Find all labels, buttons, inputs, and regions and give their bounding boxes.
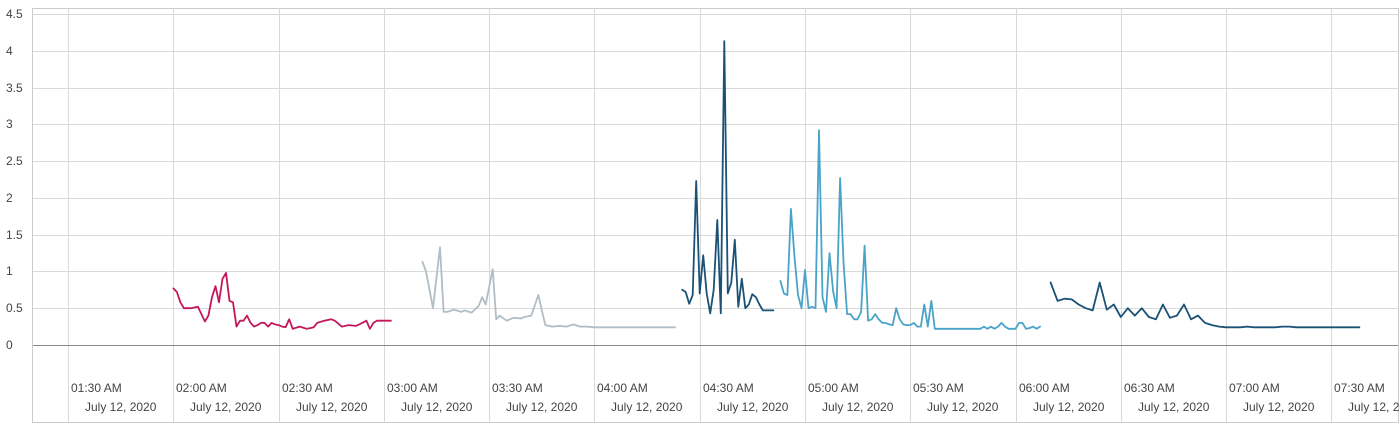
- x-tick-time-4: 03:30 AM: [492, 381, 543, 395]
- series-line-1: [172, 271, 392, 330]
- x-tick-time-5: 04:00 AM: [597, 381, 648, 395]
- x-tick-date-7: July 12, 2020: [822, 400, 894, 414]
- y-tick-label-2: 1: [6, 264, 13, 278]
- x-tick-date-8: July 12, 2020: [927, 400, 999, 414]
- x-tick-date-6: July 12, 2020: [717, 400, 789, 414]
- x-tick-time-9: 06:00 AM: [1019, 381, 1070, 395]
- y-tick-label-4: 2: [6, 191, 13, 205]
- y-axis-tick-labels: 0 0.5 1 1.5 2 2.5 3 3.5 4 4.5: [6, 7, 23, 352]
- y-tick-label-5: 2.5: [6, 154, 23, 168]
- y-tick-label-8: 4: [6, 44, 13, 58]
- x-tick-time-12: 07:30 AM: [1334, 381, 1385, 395]
- x-tick-time-7: 05:00 AM: [808, 381, 859, 395]
- x-tick-date-12: July 12, 2020: [1348, 400, 1400, 414]
- x-tick-date-10: July 12, 2020: [1138, 400, 1210, 414]
- series-lines: [172, 40, 1361, 330]
- y-tick-label-6: 3: [6, 117, 13, 131]
- y-tick-label-7: 3.5: [6, 81, 23, 95]
- x-tick-date-2: July 12, 2020: [296, 400, 368, 414]
- series-line-4: [779, 129, 1041, 330]
- x-tick-date-11: July 12, 2020: [1243, 400, 1315, 414]
- x-tick-date-1: July 12, 2020: [190, 400, 262, 414]
- chart-frame: [32, 8, 1399, 423]
- series-line-5: [1049, 281, 1361, 329]
- x-tick-date-4: July 12, 2020: [506, 400, 578, 414]
- x-tick-date-0: July 12, 2020: [85, 400, 157, 414]
- y-gridlines: [33, 14, 1398, 309]
- x-tick-time-11: 07:00 AM: [1229, 381, 1280, 395]
- x-tick-time-3: 03:00 AM: [387, 381, 438, 395]
- x-gridlines: [68, 8, 1332, 422]
- y-tick-label-1: 0.5: [6, 301, 23, 315]
- series-line-3: [681, 40, 775, 315]
- x-tick-date-5: July 12, 2020: [611, 400, 683, 414]
- x-tick-time-1: 02:00 AM: [176, 381, 227, 395]
- x-tick-date-3: July 12, 2020: [401, 400, 473, 414]
- y-tick-label-3: 1.5: [6, 228, 23, 242]
- y-tick-label-9: 4.5: [6, 7, 23, 21]
- x-tick-time-8: 05:30 AM: [913, 381, 964, 395]
- series-line-2: [421, 246, 676, 329]
- x-tick-time-2: 02:30 AM: [282, 381, 333, 395]
- y-tick-label-0: 0: [6, 338, 13, 352]
- x-tick-date-9: July 12, 2020: [1033, 400, 1105, 414]
- x-tick-time-6: 04:30 AM: [703, 381, 754, 395]
- x-tick-time-10: 06:30 AM: [1124, 381, 1175, 395]
- x-axis-tick-labels: 01:30 AM July 12, 2020 02:00 AM July 12, 20…: [71, 381, 1400, 414]
- x-tick-time-0: 01:30 AM: [71, 381, 122, 395]
